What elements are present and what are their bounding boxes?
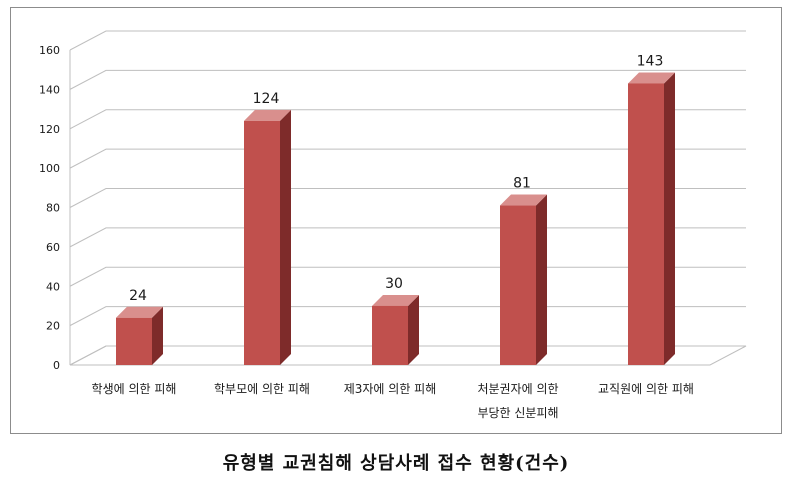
x-tick-label: 교직원에 의한 피해	[598, 382, 694, 396]
bar	[500, 205, 536, 365]
y-tick-label: 100	[39, 162, 60, 175]
x-tick-label: 학생에 의한 피해	[92, 382, 177, 396]
bar	[372, 305, 408, 365]
x-tick-label: 제3자에 의한 피해	[344, 382, 437, 396]
bar	[628, 83, 664, 365]
data-label: 24	[129, 288, 147, 304]
data-label: 143	[637, 53, 664, 69]
bar-side	[152, 306, 163, 365]
y-tick-label: 40	[46, 280, 60, 293]
y-tick-label: 160	[39, 44, 60, 57]
y-tick-label: 80	[46, 202, 60, 215]
bar-side	[536, 194, 547, 365]
y-tick-label: 20	[46, 320, 60, 333]
bar-top	[500, 194, 547, 206]
data-label: 30	[385, 276, 403, 292]
chart-caption: 유형별 교권침해 상담사례 접수 현황(건수)	[222, 453, 570, 474]
gridline	[69, 109, 746, 130]
bar-side	[280, 109, 291, 365]
bar	[116, 317, 152, 365]
bar-side	[664, 72, 675, 365]
bar-top	[116, 306, 163, 318]
x-tick-label: 학부모에 의한 피해	[214, 382, 310, 396]
bar-top	[372, 294, 419, 306]
data-label: 124	[253, 91, 280, 107]
gridline	[69, 188, 746, 208]
gridline	[69, 69, 746, 90]
x-tick-label: 부당한 신분피해	[477, 406, 558, 420]
bar	[244, 120, 280, 365]
x-tick-label: 처분권자에 의한	[477, 382, 558, 396]
bar-top	[628, 72, 675, 84]
bar-top	[244, 109, 291, 121]
y-tick-label: 140	[39, 83, 60, 96]
y-tick-label: 120	[39, 123, 60, 136]
gridline	[69, 148, 746, 169]
y-tick-label: 0	[53, 359, 60, 372]
y-tick-label: 60	[46, 241, 60, 254]
gridline	[69, 30, 746, 51]
data-label: 81	[513, 176, 531, 192]
bar-side	[408, 294, 419, 365]
